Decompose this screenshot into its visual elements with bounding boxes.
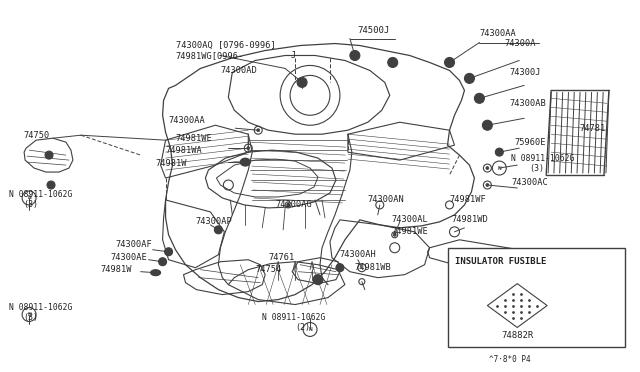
Circle shape — [336, 264, 344, 272]
Circle shape — [495, 148, 503, 156]
Text: N: N — [497, 166, 501, 171]
Text: 74300J: 74300J — [509, 68, 541, 77]
Text: 74981WG[0996-: 74981WG[0996- — [175, 51, 244, 60]
Circle shape — [45, 151, 53, 159]
Text: 74500J: 74500J — [358, 26, 390, 35]
Text: 74300AF: 74300AF — [116, 240, 152, 249]
Text: 74300AN: 74300AN — [368, 195, 404, 205]
Circle shape — [388, 58, 397, 67]
Text: 74981WE: 74981WE — [392, 227, 429, 236]
Text: INSULATOR FUSIBLE: INSULATOR FUSIBLE — [456, 257, 547, 266]
Text: N 08911-1062G: N 08911-1062G — [262, 313, 326, 322]
Text: 74300AL: 74300AL — [392, 215, 429, 224]
Text: 75960E: 75960E — [515, 138, 546, 147]
Circle shape — [247, 147, 250, 150]
FancyBboxPatch shape — [447, 248, 625, 347]
Text: 74981WD: 74981WD — [451, 215, 488, 224]
Text: 74300A: 74300A — [504, 39, 536, 48]
Text: (3): (3) — [23, 313, 38, 322]
Circle shape — [214, 226, 222, 234]
Text: 74300AE: 74300AE — [111, 253, 148, 262]
Text: 74300AA: 74300AA — [168, 116, 205, 125]
Text: 74300AP: 74300AP — [195, 217, 232, 227]
Text: 74300AB: 74300AB — [509, 99, 546, 108]
Text: 74781: 74781 — [579, 124, 605, 133]
Circle shape — [486, 183, 489, 186]
Text: 74300AG: 74300AG — [275, 201, 312, 209]
Text: J: J — [290, 51, 296, 60]
Text: 74882R: 74882R — [501, 331, 534, 340]
Circle shape — [47, 181, 55, 189]
Text: N 08911-1062G: N 08911-1062G — [9, 190, 72, 199]
Text: 74750: 74750 — [23, 131, 49, 140]
Circle shape — [483, 120, 492, 130]
Text: (2): (2) — [295, 323, 310, 332]
Text: 74754: 74754 — [255, 265, 282, 274]
Circle shape — [445, 58, 454, 67]
Text: (3): (3) — [529, 164, 544, 173]
Text: ^7·8*0 P4: ^7·8*0 P4 — [490, 355, 531, 364]
Text: 74300AQ [0796-0996]: 74300AQ [0796-0996] — [175, 41, 275, 50]
Text: N 08911-1062G: N 08911-1062G — [511, 154, 575, 163]
Circle shape — [393, 233, 396, 236]
Text: 74761: 74761 — [268, 253, 294, 262]
Text: 74300AA: 74300AA — [479, 29, 516, 38]
Text: N 08911-1062G: N 08911-1062G — [9, 303, 72, 312]
Text: 74981W: 74981W — [101, 265, 132, 274]
Text: N: N — [28, 195, 31, 201]
Circle shape — [257, 129, 260, 132]
Circle shape — [313, 275, 323, 285]
Text: 74981WA: 74981WA — [166, 145, 202, 155]
Circle shape — [350, 51, 360, 61]
Text: N: N — [308, 327, 312, 332]
Text: 74300AC: 74300AC — [511, 177, 548, 186]
Text: (3): (3) — [23, 201, 38, 209]
Text: 74300AD: 74300AD — [220, 66, 257, 75]
Circle shape — [465, 73, 474, 83]
Text: 74300AH: 74300AH — [340, 250, 377, 259]
Text: 74981WF: 74981WF — [449, 195, 486, 205]
Circle shape — [474, 93, 484, 103]
Ellipse shape — [150, 270, 161, 276]
Circle shape — [164, 248, 173, 256]
Ellipse shape — [240, 158, 250, 166]
Circle shape — [297, 77, 307, 87]
Text: 74981W: 74981W — [156, 158, 187, 167]
Text: 74981WB: 74981WB — [355, 263, 392, 272]
Text: 74981WE: 74981WE — [175, 134, 212, 143]
Text: N: N — [28, 312, 31, 317]
Circle shape — [159, 258, 166, 266]
Circle shape — [287, 203, 290, 206]
Circle shape — [486, 167, 489, 170]
